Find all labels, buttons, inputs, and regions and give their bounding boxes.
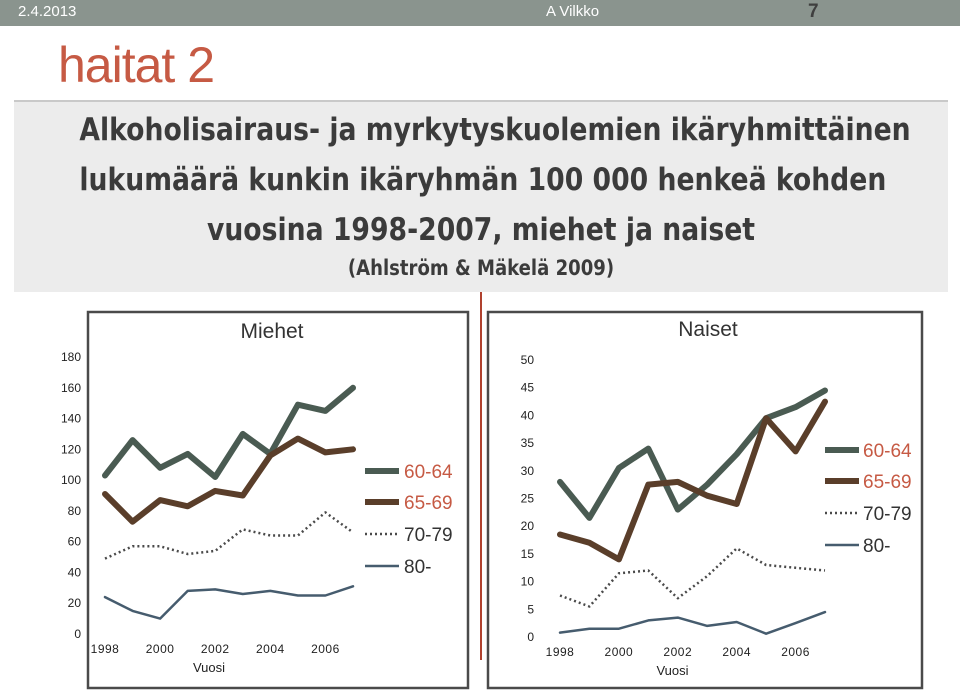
men-y-tick-label: 60 (68, 535, 82, 549)
slide-title: haitat 2 (58, 37, 215, 93)
women-chart-title: Naiset (678, 318, 738, 341)
men-series-80-line (103, 585, 355, 620)
men-x-tick-label: 2004 (256, 642, 285, 656)
women-series-70-79-line (559, 547, 826, 608)
men-y-tick-label: 0 (74, 627, 81, 641)
women-series-65-69-line (557, 398, 828, 563)
men-y-tick-label: 40 (68, 565, 82, 579)
caption-line-3: vuosina 1998-2007, miehet ja naiset (206, 212, 756, 248)
men-legend-label: 60-64 (404, 462, 453, 483)
men-legend-label: 65-69 (404, 493, 453, 514)
men-y-tick-label: 80 (68, 504, 82, 518)
women-plot-frame (486, 310, 924, 690)
men-series-60-64-line (102, 384, 356, 480)
top-bar: 2.4.2013 A Vilkko 7 (0, 0, 960, 26)
men-plot-frame (86, 310, 470, 690)
women-y-tick-label: 15 (521, 547, 535, 561)
men-x-tick-label: 1998 (91, 642, 120, 656)
women-y-tick-label: 20 (521, 519, 535, 533)
women-x-tick-label: 2006 (781, 645, 810, 659)
women-y-tick-label: 25 (521, 492, 535, 506)
women-legend-label: 70-79 (863, 504, 912, 525)
men-x-tick-label: 2000 (146, 642, 175, 656)
women-series-80-line (558, 610, 827, 635)
men-x-axis-title: Vuosi (193, 660, 225, 675)
men-chart-title: Miehet (240, 320, 303, 343)
men-y-tick-label: 20 (68, 596, 82, 610)
caption-line-1: Alkoholisairaus- ja myrkytyskuolemien ik… (79, 112, 911, 148)
slide-date: 2.4.2013 (18, 3, 77, 20)
men-series-65-69-line (102, 435, 356, 525)
caption-line-2: lukumäärä kunkin ikäryhmän 100 000 henke… (79, 162, 887, 198)
women-x-tick-label: 2000 (605, 645, 634, 659)
men-legend-label: 80- (404, 557, 431, 578)
women-legend-label: 80- (863, 536, 890, 557)
women-y-tick-label: 0 (527, 630, 534, 644)
women-y-tick-label: 30 (521, 464, 535, 478)
women-y-tick-label: 40 (521, 408, 535, 422)
men-y-tick-label: 100 (61, 473, 81, 487)
women-legend-label: 65-69 (863, 472, 912, 493)
women-y-tick-label: 50 (521, 353, 535, 367)
men-y-tick-label: 160 (61, 381, 81, 395)
men-y-tick-label: 140 (61, 412, 81, 426)
women-y-tick-label: 45 (521, 381, 535, 395)
caption-citation: (Ahlström & Mäkelä 2009) (347, 256, 615, 280)
chart-caption: Alkoholisairaus- ja myrkytyskuolemien ik… (14, 100, 948, 292)
men-x-tick-label: 2002 (201, 642, 230, 656)
women-y-tick-label: 35 (521, 436, 535, 450)
women-x-tick-label: 2004 (722, 645, 751, 659)
men-y-tick-label: 120 (61, 442, 81, 456)
women-x-axis-title: Vuosi (656, 663, 688, 678)
men-legend-label: 70-79 (404, 525, 453, 546)
women-legend-label: 60-64 (863, 441, 912, 462)
women-x-tick-label: 1998 (546, 645, 575, 659)
men-y-tick-label: 180 (61, 350, 81, 364)
slide-author: A Vilkko (546, 3, 600, 20)
women-y-tick-label: 10 (521, 575, 535, 589)
men-series-70-79-line (104, 511, 354, 560)
women-series-60-64-line (557, 387, 828, 521)
women-y-tick-label: 5 (527, 602, 534, 616)
page-number: 7 (808, 1, 819, 22)
men-x-tick-label: 2006 (311, 642, 340, 656)
women-x-tick-label: 2002 (663, 645, 692, 659)
